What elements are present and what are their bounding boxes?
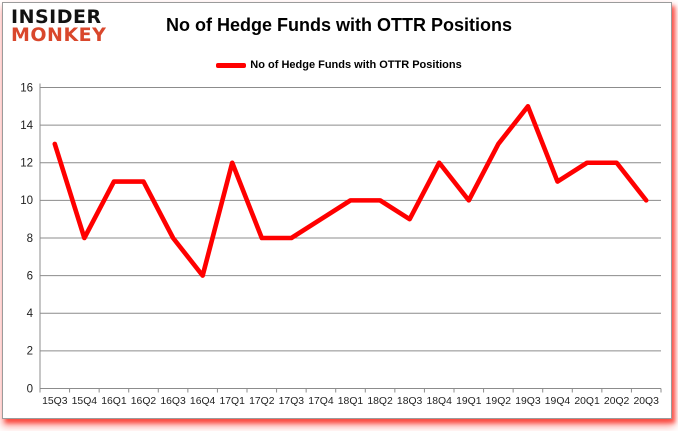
legend-label: No of Hedge Funds with OTTR Positions — [250, 59, 462, 71]
x-tick-label: 16Q1 — [101, 396, 127, 407]
series-line — [52, 104, 649, 278]
x-tick-label: 17Q3 — [279, 396, 305, 407]
x-tick-labels: 15Q3 15Q4 16Q1 16Q2 16Q3 16Q4 17Q1 17Q2 17Q3 17Q4… — [42, 396, 659, 407]
x-tick-label: 15Q4 — [72, 396, 98, 407]
legend: No of Hedge Funds with OTTR Positions — [0, 59, 678, 71]
x-tick-label: 17Q4 — [308, 396, 334, 407]
x-tick-label: 15Q3 — [42, 396, 68, 407]
x-tick-label: 18Q1 — [338, 396, 364, 407]
x-tick-label: 20Q3 — [634, 396, 660, 407]
x-tick-label: 19Q4 — [545, 396, 571, 407]
y-tick-label: 6 — [27, 270, 33, 282]
gridlines — [40, 87, 661, 389]
axes — [39, 83, 662, 393]
x-tick-label: 20Q2 — [604, 396, 630, 407]
y-tick-label: 16 — [20, 82, 33, 94]
y-tick-labels: 0 2 4 6 8 10 12 14 16 — [20, 82, 33, 395]
logo-line-insider: INSIDER — [11, 6, 102, 28]
insider-monkey-logo: INSIDER MONKEY — [11, 6, 107, 47]
y-tick-label: 14 — [20, 120, 33, 132]
y-tick-label: 4 — [27, 308, 34, 320]
y-tick-label: 0 — [27, 383, 33, 395]
x-tick-label: 20Q1 — [574, 396, 600, 407]
x-tick-label: 17Q1 — [220, 396, 246, 407]
x-tick-label: 18Q3 — [397, 396, 423, 407]
y-tick-label: 10 — [20, 195, 33, 207]
x-tick-label: 19Q2 — [486, 396, 512, 407]
y-tick-label: 8 — [27, 233, 33, 245]
x-tick-label: 16Q2 — [131, 396, 157, 407]
x-tick-label: 16Q3 — [160, 396, 186, 407]
x-tick-label: 19Q1 — [456, 396, 482, 407]
y-tick-label: 2 — [27, 346, 33, 358]
x-tick-label: 18Q2 — [367, 396, 393, 407]
chart-title: No of Hedge Funds with OTTR Positions — [166, 15, 512, 35]
x-tick-label: 18Q4 — [427, 396, 453, 407]
legend-line-swatch-icon — [216, 62, 247, 68]
x-tick-label: 16Q4 — [190, 396, 216, 407]
x-tick-label: 19Q3 — [515, 396, 541, 407]
y-tick-label: 12 — [20, 158, 33, 170]
logo-line-monkey: MONKEY — [11, 24, 107, 47]
x-tick-label: 17Q2 — [249, 396, 275, 407]
